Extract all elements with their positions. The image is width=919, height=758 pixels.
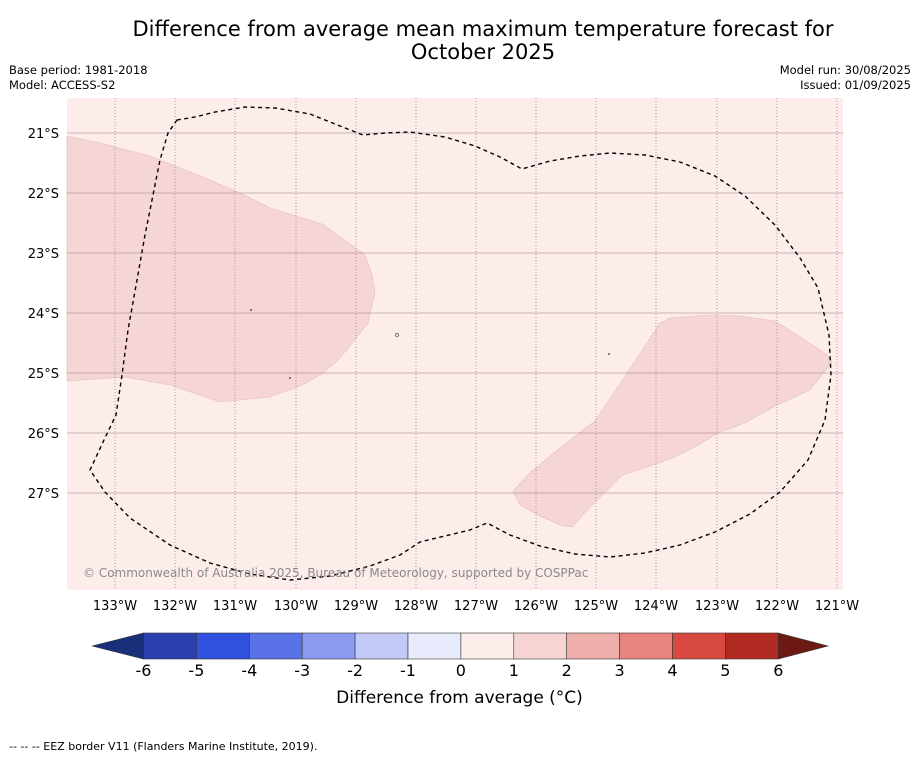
eez-border — [89, 106, 832, 581]
colorbar-segment — [460, 632, 515, 660]
lat-label: 23°S — [28, 247, 59, 262]
colorbar-tick: 2 — [562, 661, 572, 680]
colorbar-tick: -6 — [136, 661, 152, 680]
colorbar-segment — [407, 632, 462, 660]
lat-label: 26°S — [28, 427, 59, 442]
colorbar-tick: 6 — [773, 661, 783, 680]
colorbar-tick: 1 — [509, 661, 519, 680]
meta-right: Model run: 30/08/2025 Issued: 01/09/2025 — [780, 63, 911, 93]
colorbar-segment — [354, 632, 409, 660]
map-title: Difference from average mean maximum tem… — [0, 18, 919, 64]
lat-label: 21°S — [28, 127, 59, 142]
colorbar-tick: 0 — [456, 661, 466, 680]
title-line-2: October 2025 — [410, 40, 556, 64]
copyright-notice: © Commonwealth of Australia 2025, Bureau… — [83, 566, 588, 580]
colorbar-segment — [725, 632, 779, 660]
lon-label: 128°W — [394, 599, 438, 614]
colorbar-tick: -3 — [294, 661, 310, 680]
lon-label: 124°W — [634, 599, 678, 614]
colorbar-segment — [672, 632, 726, 660]
lon-label: 133°W — [93, 599, 137, 614]
colorbar-segment — [619, 632, 673, 660]
lon-label: 129°W — [334, 599, 378, 614]
anomaly-region-east — [512, 314, 833, 528]
colorbar-tick: -1 — [400, 661, 416, 680]
colorbar-tick: -5 — [188, 661, 204, 680]
islands — [250, 309, 610, 379]
longitude-labels: 133°W 132°W 131°W 130°W 129°W 128°W 127°… — [93, 599, 859, 614]
colorbar-segment — [301, 632, 356, 660]
colorbar-extend-low — [91, 632, 144, 660]
colorbar-tick: -4 — [241, 661, 257, 680]
colorbar-segment — [143, 632, 197, 660]
colorbar — [91, 632, 830, 660]
colorbar-tick: 5 — [720, 661, 730, 680]
lon-label: 130°W — [274, 599, 318, 614]
colorbar-label: Difference from average (°C) — [336, 688, 583, 708]
lat-label: 22°S — [28, 187, 59, 202]
colorbar-ticks: -6 -5 -4 -3 -2 -1 0 1 2 3 4 5 6 — [136, 661, 784, 680]
lon-label: 127°W — [454, 599, 498, 614]
colorbar-segment — [513, 632, 567, 660]
colorbar-tick: 3 — [615, 661, 625, 680]
lon-label: 132°W — [153, 599, 197, 614]
lat-label: 27°S — [28, 487, 59, 502]
colorbar-tick: -2 — [347, 661, 363, 680]
lat-label: 24°S — [28, 307, 59, 322]
title-line-1: Difference from average mean maximum tem… — [132, 17, 834, 41]
colorbar-segment — [249, 632, 303, 660]
latitude-labels: 21°S 22°S 23°S 24°S 25°S 26°S 27°S — [28, 127, 59, 502]
anomaly-region-west — [66, 135, 376, 403]
model-name: Model: ACCESS-S2 — [9, 78, 116, 92]
eez-legend-note: -- -- -- EEZ border V11 (Flanders Marine… — [9, 740, 318, 753]
lon-label: 125°W — [574, 599, 618, 614]
colorbar-tick: 4 — [667, 661, 677, 680]
lon-label: 123°W — [695, 599, 739, 614]
base-period: Base period: 1981-2018 — [9, 63, 148, 77]
longitude-gridlines — [114, 98, 838, 590]
lon-label: 131°W — [213, 599, 257, 614]
lon-label: 122°W — [755, 599, 799, 614]
colorbar-segment — [196, 632, 250, 660]
lon-label: 126°W — [514, 599, 558, 614]
lat-label: 25°S — [28, 367, 59, 382]
issued-date: Issued: 01/09/2025 — [800, 78, 911, 92]
meta-left: Base period: 1981-2018 Model: ACCESS-S2 — [9, 63, 148, 93]
lon-label: 121°W — [815, 599, 859, 614]
colorbar-extend-high — [778, 632, 830, 660]
model-run: Model run: 30/08/2025 — [779, 63, 911, 77]
latitude-gridlines — [67, 132, 843, 494]
colorbar-segment — [566, 632, 620, 660]
